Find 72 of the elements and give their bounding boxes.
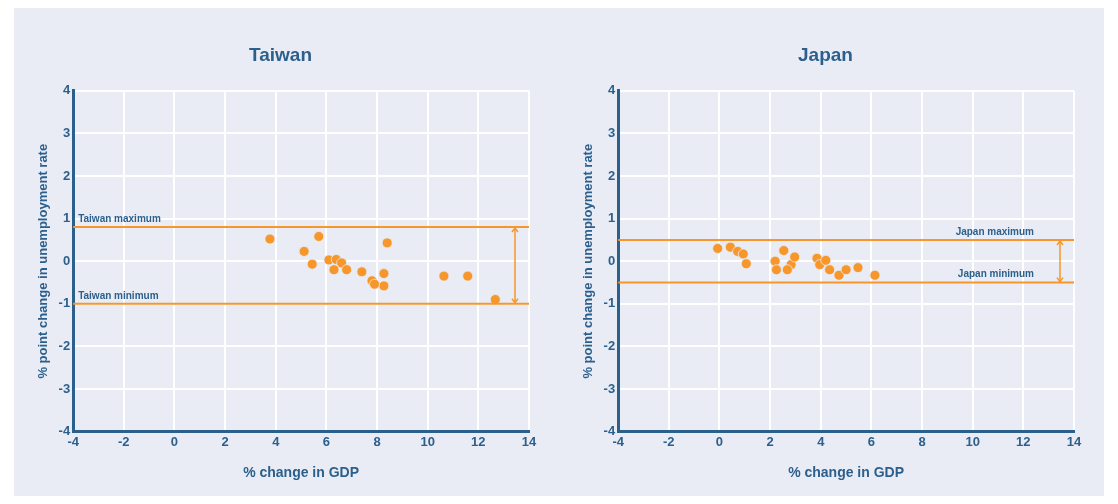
point [824, 264, 836, 276]
point [789, 251, 801, 263]
x-tick-label: 14 [521, 433, 537, 449]
x-tick-label: 6 [867, 433, 876, 449]
y-tick-label: 0 [62, 252, 71, 268]
point [438, 270, 450, 282]
y-tick-label: -2 [603, 337, 616, 353]
point [820, 254, 832, 266]
ref-line-label: Japan minimum [957, 268, 1035, 280]
x-tick-label: 2 [221, 433, 229, 449]
y-tick-label: 1 [62, 210, 71, 226]
point [378, 268, 390, 280]
y-tick-label: -1 [603, 295, 616, 311]
point [869, 269, 881, 281]
y-tick-label: 2 [607, 167, 616, 183]
point [298, 245, 310, 257]
point [489, 294, 501, 306]
chart-title: Japan [798, 43, 853, 65]
point [313, 230, 325, 242]
y-tick-label: 3 [607, 124, 616, 140]
point [462, 270, 474, 282]
x-tick-label: -2 [663, 433, 675, 449]
x-tick-label: 8 [373, 433, 381, 449]
y-tick-label: -4 [58, 423, 71, 439]
y-tick-label: 1 [607, 210, 616, 226]
x-tick-label: 12 [1016, 433, 1031, 449]
x-tick-label: 10 [420, 433, 435, 449]
y-tick-label: -3 [58, 380, 71, 396]
point [328, 264, 340, 276]
point [381, 237, 393, 249]
point [306, 258, 318, 270]
point [770, 264, 782, 276]
y-tick-label: -3 [603, 380, 616, 396]
y-tick-label: -1 [58, 295, 71, 311]
point [356, 266, 368, 278]
x-tick-label: 6 [322, 433, 331, 449]
x-tick-label: 2 [766, 433, 774, 449]
y-tick-label: 4 [607, 82, 616, 98]
x-tick-label: -2 [118, 433, 130, 449]
y-tick-label: 4 [62, 82, 71, 98]
ref-line-label: Taiwan minimum [78, 289, 159, 301]
x-tick-label: 4 [817, 433, 826, 449]
point [737, 248, 749, 260]
y-tick-label: -4 [603, 423, 616, 439]
chart-title: Taiwan [249, 43, 312, 65]
x-tick-label: 8 [918, 433, 926, 449]
point [712, 242, 724, 254]
point [840, 264, 852, 276]
point [852, 262, 864, 274]
y-axis-title: % point change in unemployment rate [35, 143, 51, 379]
point [781, 264, 793, 276]
ref-line-label: Japan maximum [955, 225, 1035, 237]
point [341, 264, 353, 276]
y-axis-title: % point change in unemployment rate [580, 143, 596, 379]
x-tick-label: 14 [1066, 433, 1082, 449]
point [378, 280, 390, 292]
point [778, 245, 790, 257]
x-axis-title: % change in GDP [788, 464, 905, 481]
point [740, 258, 752, 270]
y-tick-label: -2 [58, 337, 71, 353]
y-tick-label: 2 [62, 167, 71, 183]
point [833, 269, 845, 281]
x-tick-label: 4 [272, 433, 281, 449]
x-tick-label: 12 [471, 433, 486, 449]
ref-line-label: Taiwan maximum [78, 212, 161, 224]
x-axis-title: % change in GDP [243, 464, 360, 481]
x-tick-label: 0 [170, 433, 179, 449]
x-tick-label: 0 [715, 433, 724, 449]
y-tick-label: 0 [607, 252, 616, 268]
y-tick-label: 3 [62, 124, 71, 140]
x-tick-label: 10 [965, 433, 980, 449]
point [264, 233, 276, 245]
